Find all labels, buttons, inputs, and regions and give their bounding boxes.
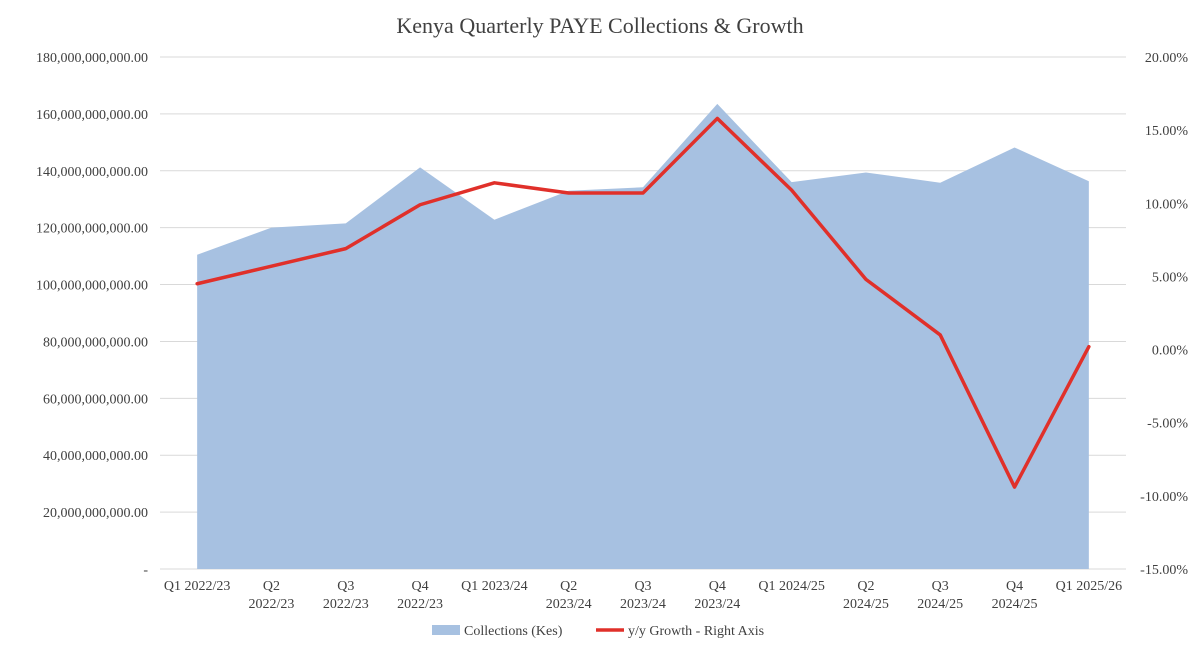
right-tick-label-4: 5.00% [1152,270,1189,285]
chart-title: Kenya Quarterly PAYE Collections & Growt… [396,13,803,38]
growth-point-6 [642,192,644,194]
left-tick-label-8: 160,000,000,000.00 [36,108,148,123]
left-tick-label-7: 140,000,000,000.00 [36,165,148,180]
x-tick-label-3: Q4 2022/23 [397,579,443,612]
x-tick-label-10: Q3 2024/25 [917,579,963,612]
legend: Collections (Kes) y/y Growth - Right Axis [432,624,764,639]
right-tick-label-0: -15.00% [1140,563,1188,578]
growth-point-11 [1014,486,1016,488]
left-tick-label-2: 40,000,000,000.00 [43,449,148,464]
left-tick-label-5: 100,000,000,000.00 [36,279,148,294]
right-tick-label-5: 10.00% [1145,197,1189,212]
x-tick-label-11: Q4 2024/25 [992,579,1038,612]
right-tick-label-1: -10.00% [1140,490,1188,505]
left-tick-label-9: 180,000,000,000.00 [36,51,148,66]
x-tick-label-0: Q1 2022/23 [164,579,231,594]
growth-point-4 [493,182,495,184]
legend-label-growth: y/y Growth - Right Axis [628,624,764,639]
left-tick-label-3: 60,000,000,000.00 [43,392,148,407]
x-tick-label-12: Q1 2025/26 [1056,579,1123,594]
legend-label-collections: Collections (Kes) [464,624,563,639]
right-tick-label-2: -5.00% [1147,417,1188,432]
growth-point-2 [345,248,347,250]
x-tick-label-5: Q2 2023/24 [546,579,592,612]
left-tick-label-6: 120,000,000,000.00 [36,222,148,237]
growth-point-9 [865,278,867,280]
growth-point-8 [791,189,793,191]
growth-point-10 [939,334,941,336]
x-tick-label-1: Q2 2022/23 [249,579,295,612]
collections-area [197,103,1089,569]
growth-point-1 [270,265,272,267]
area-series [197,103,1089,569]
x-tick-label-8: Q1 2024/25 [758,579,825,594]
right-axis: -15.00% -10.00% -5.00% 0.00% 5.00% 10.00% 15.0… [1140,51,1188,578]
x-tick-label-2: Q3 2022/23 [323,579,369,612]
growth-point-0 [196,283,198,285]
right-tick-label-3: 0.00% [1152,344,1189,359]
growth-point-12 [1088,346,1090,348]
left-tick-label-4: 80,000,000,000.00 [43,335,148,350]
left-tick-label-0: - [143,563,148,578]
left-tick-label-1: 20,000,000,000.00 [43,506,148,521]
growth-point-5 [568,192,570,194]
right-tick-label-7: 20.00% [1145,51,1189,66]
x-tick-label-9: Q2 2024/25 [843,579,889,612]
growth-point-7 [716,117,718,119]
x-tick-label-7: Q4 2023/24 [694,579,740,612]
x-tick-label-4: Q1 2023/24 [461,579,528,594]
right-tick-label-6: 15.00% [1145,124,1189,139]
x-axis: Q1 2022/23 Q2 2022/23 Q3 2022/23 Q4 2022/23 Q1 … [164,579,1122,612]
left-axis: - 20,000,000,000.00 40,000,000,000.00 60,00… [36,51,148,578]
x-tick-label-6: Q3 2023/24 [620,579,666,612]
growth-point-3 [419,204,421,206]
legend-swatch-collections [432,625,460,635]
line-series [195,116,1091,489]
